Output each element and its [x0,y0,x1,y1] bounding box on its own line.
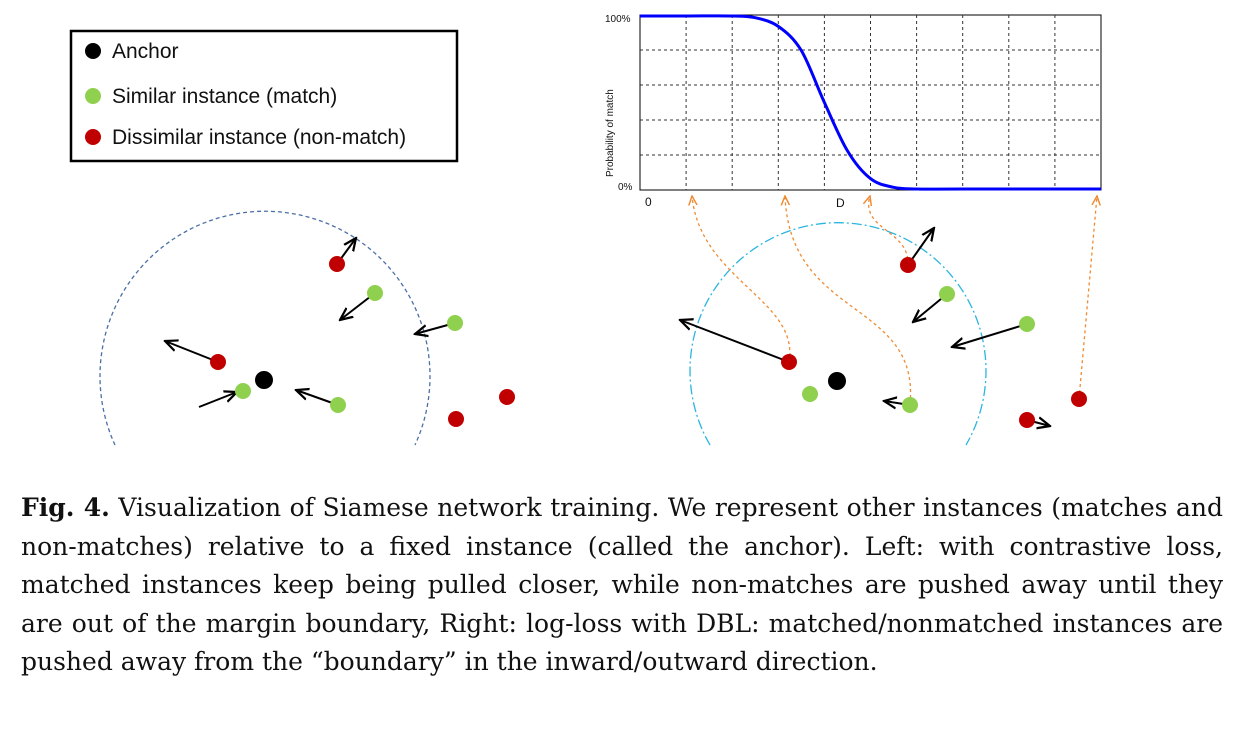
figure-caption: Fig. 4. Visualization of Siamese network… [21,489,1223,682]
legend-nonmatch-label: Dissimilar instance (non-match) [112,126,406,149]
match-point [447,315,463,331]
push-arrow [165,341,219,363]
right-panel [680,196,1097,446]
match-point [235,383,251,399]
xtick-label-0: 0 [645,195,652,209]
ytick-label-100: 100% [605,14,631,25]
legend-match-marker [85,88,101,104]
anchor-point [255,371,273,389]
anchor-point [828,372,846,390]
caption-text: Visualization of Siamese network trainin… [21,493,1224,676]
match-point [939,286,955,302]
legend: Anchor Similar instance (match) Dissimil… [69,29,459,163]
distance-connector [1078,196,1097,400]
legend-anchor-marker [85,43,101,59]
probability-chart: 100% 0% 0 D Probability of match [605,14,1102,210]
nonmatch-point [781,354,797,370]
distance-connector [869,196,909,266]
push-arrow [680,320,790,363]
nonmatch-point [900,257,916,273]
nonmatch-point [499,389,515,405]
distance-connector [692,196,791,363]
nonmatch-point [1019,412,1035,428]
figure-illustration: Anchor Similar instance (match) Dissimil… [69,14,1102,446]
pull-arrow [952,323,1028,347]
nonmatch-point [329,256,345,272]
decision-boundary [689,222,987,446]
ytick-label-0: 0% [618,182,633,193]
match-point [802,386,818,402]
legend-anchor-label: Anchor [112,40,179,63]
pull-arrow [198,392,237,408]
left-panel [99,210,515,446]
nonmatch-point [1071,391,1087,407]
nonmatch-point [448,411,464,427]
probability-curve [639,14,1101,191]
chart-grid [640,15,1101,190]
legend-match-label: Similar instance (match) [112,85,337,108]
legend-nonmatch-marker [85,129,101,145]
xtick-label-d: D [836,196,845,210]
y-axis-label: Probability of match [605,89,616,177]
margin-boundary [99,210,431,446]
match-point [902,397,918,413]
match-point [1019,316,1035,332]
match-point [367,285,383,301]
caption-label: Fig. 4. [21,493,110,522]
distance-connector [785,196,912,405]
match-point [330,397,346,413]
nonmatch-point [210,354,226,370]
